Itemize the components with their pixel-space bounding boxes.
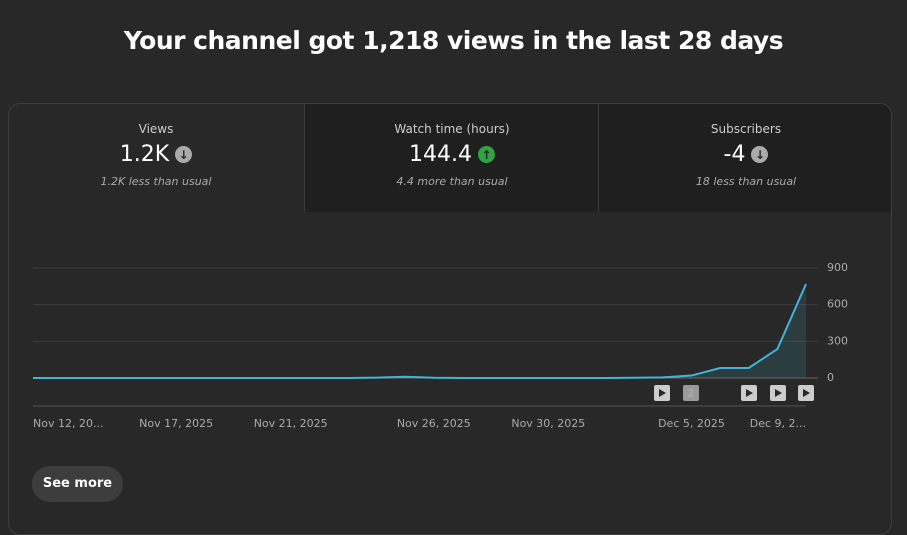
metric-tab[interactable]: Watch time (hours) 144.4 ↑ 4.4 more than … [304,104,599,212]
metric-row: 1.2K ↓ [9,142,303,167]
x-tick-label: Dec 5, 2025 [658,417,725,430]
metric-label: Subscribers [710,122,782,136]
metric-value: -4 [723,142,746,167]
badge: 2 [687,387,695,400]
up-icon: ↑ [477,146,495,163]
metric-note: 1.2K less than usual [100,175,212,188]
play-icon [775,389,782,397]
metric-tab[interactable]: Subscribers -4 ↓ 18 less than usual [598,104,891,212]
metric-tab[interactable]: Views 1.2K ↓ 1.2K less than usual [9,104,303,212]
down-icon: ↓ [751,146,769,163]
y-tick-label: 900 [827,261,848,274]
metric-row: 144.4 ↑ [305,142,599,167]
page: Your channel got 1,218 views in the last… [8,26,892,535]
metric-note: 18 less than usual [695,175,797,188]
y-tick-label: 600 [827,298,848,311]
metric-value: 1.2K [119,142,170,167]
play-icon [746,389,753,397]
metric-value: 144.4 [409,142,472,167]
badge-bg [683,385,699,401]
x-tick-label: Dec 9, 2... [750,417,806,430]
play-icon [803,389,810,397]
see-more-button[interactable]: See more [32,466,123,502]
y-tick-label: 300 [827,334,848,347]
area [33,284,806,378]
y-tick-label: 0 [827,371,834,384]
line [33,283,807,379]
x-tick-label: Nov 12, 20... [33,417,103,430]
metric-note: 4.4 more than usual [396,175,508,188]
x-tick-label: Nov 21, 2025 [254,417,328,430]
page-title: Your channel got 1,218 views in the last… [123,26,784,55]
metric-label: Views [138,122,174,136]
x-tick-label: Nov 30, 2025 [511,417,585,430]
play-icon [659,389,666,397]
metric-label: Watch time (hours) [394,122,510,136]
metric-row: -4 ↓ [599,142,891,167]
chart: 0 300 600 900 Nov 12, 20... Nov 17, 2025 Nov 2… [33,261,848,430]
x-tick-label: Nov 17, 2025 [139,417,213,430]
x-tick-label: Nov 26, 2025 [397,417,471,430]
analytics-card: Views 1.2K ↓ 1.2K less than usual Watch t… [8,103,892,535]
down-icon: ↓ [175,146,193,163]
